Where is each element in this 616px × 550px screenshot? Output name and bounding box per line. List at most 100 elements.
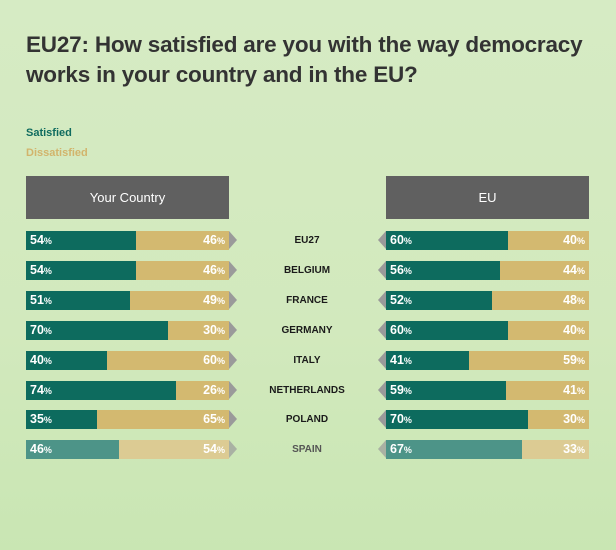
value-label-dissatisfied: 48%	[563, 292, 585, 307]
value-label-dissatisfied: 40%	[563, 233, 585, 247]
category-label-spain: SPAIN	[292, 444, 322, 456]
category-label-france: FRANCE	[286, 294, 328, 306]
bar-segment-dissatisfied: 40%	[507, 320, 589, 340]
bar-your-country-netherlands: 74% 26%	[26, 380, 229, 400]
arrow-right-icon	[229, 260, 237, 279]
category-label-eu27: EU27	[294, 235, 320, 246]
value-label-dissatisfied: 44%	[563, 262, 585, 277]
bar-segment-dissatisfied: 46%	[135, 260, 229, 280]
arrow-left-icon	[378, 380, 386, 399]
arrow-left-icon	[378, 350, 386, 369]
category-label-germany: GERMANY	[281, 324, 333, 336]
value-label-dissatisfied: 26%	[203, 382, 225, 397]
value-label-dissatisfied: 60%	[203, 352, 225, 367]
value-label-satisfied: 41%	[390, 352, 412, 367]
arrow-right-icon	[229, 231, 237, 249]
arrow-right-icon	[229, 320, 237, 339]
bar-segment-satisfied: 51%	[26, 290, 130, 310]
value-label-dissatisfied: 49%	[203, 292, 225, 307]
value-label-dissatisfied: 41%	[563, 382, 585, 397]
bar-segment-satisfied: 56%	[386, 260, 500, 280]
value-label-satisfied: 67%	[390, 442, 412, 457]
bar-eu-poland: 70% 30%	[386, 410, 589, 430]
bar-segment-dissatisfied: 26%	[176, 380, 229, 400]
bar-segment-satisfied: 46%	[26, 440, 120, 460]
bar-segment-satisfied: 52%	[386, 290, 492, 310]
bar-segment-dissatisfied: 48%	[491, 290, 589, 310]
value-label-satisfied: 56%	[390, 262, 412, 277]
value-label-dissatisfied: 46%	[203, 262, 225, 277]
arrow-right-icon	[229, 290, 237, 309]
arrow-right-icon	[229, 440, 237, 459]
legend-satisfied: Satisfied	[26, 127, 72, 139]
value-label-dissatisfied: 59%	[563, 352, 585, 367]
panel-header-eu: EU	[386, 176, 589, 219]
bar-eu-spain: 67% 33%	[386, 440, 589, 460]
value-label-satisfied: 46%	[30, 442, 52, 457]
value-label-dissatisfied: 46%	[203, 233, 225, 247]
bar-segment-satisfied: 54%	[26, 231, 136, 250]
bar-your-country-france: 51% 49%	[26, 290, 229, 310]
value-label-satisfied: 51%	[30, 292, 52, 307]
bar-segment-dissatisfied: 44%	[499, 260, 589, 280]
bar-segment-dissatisfied: 41%	[505, 380, 589, 400]
bar-eu-italy: 41% 59%	[386, 350, 589, 370]
bar-segment-satisfied: 41%	[386, 350, 470, 370]
bar-segment-dissatisfied: 54%	[119, 440, 229, 460]
bar-segment-dissatisfied: 40%	[507, 231, 589, 250]
bar-segment-dissatisfied: 65%	[97, 410, 229, 430]
category-label-italy: ITALY	[293, 354, 321, 366]
value-label-satisfied: 60%	[390, 233, 412, 247]
bar-segment-dissatisfied: 30%	[168, 320, 229, 340]
bar-eu-netherlands: 59% 41%	[386, 380, 589, 400]
arrow-right-icon	[229, 380, 237, 399]
value-label-satisfied: 60%	[390, 322, 412, 337]
value-label-dissatisfied: 30%	[203, 322, 225, 337]
bar-your-country-germany: 70% 30%	[26, 320, 229, 340]
bar-your-country-poland: 35% 65%	[26, 410, 229, 430]
bar-eu-belgium: 56% 44%	[386, 260, 589, 280]
bar-your-country-belgium: 54% 46%	[26, 260, 229, 280]
value-label-satisfied: 74%	[30, 382, 52, 397]
value-label-dissatisfied: 33%	[563, 442, 585, 457]
bar-segment-satisfied: 70%	[26, 320, 169, 340]
value-label-satisfied: 54%	[30, 262, 52, 277]
legend-dissatisfied: Dissatisfied	[26, 147, 88, 159]
arrow-left-icon	[378, 260, 386, 279]
bar-segment-dissatisfied: 33%	[522, 440, 589, 460]
bar-segment-satisfied: 40%	[26, 350, 108, 370]
bar-your-country-italy: 40% 60%	[26, 350, 229, 370]
panel-header-your-country: Your Country	[26, 176, 229, 219]
bar-eu-eu27: 60% 40%	[386, 231, 589, 250]
value-label-satisfied: 70%	[390, 412, 412, 427]
bar-segment-dissatisfied: 30%	[528, 410, 589, 430]
arrow-left-icon	[378, 440, 386, 459]
value-label-dissatisfied: 30%	[563, 412, 585, 427]
arrow-left-icon	[378, 410, 386, 429]
value-label-dissatisfied: 54%	[203, 442, 225, 457]
bar-your-country-eu27: 54% 46%	[26, 231, 229, 250]
chart-title: EU27: How satisfied are you with the way…	[26, 32, 583, 87]
bar-segment-satisfied: 60%	[386, 231, 508, 250]
value-label-satisfied: 35%	[30, 412, 52, 427]
bar-segment-dissatisfied: 46%	[135, 231, 229, 250]
arrow-left-icon	[378, 290, 386, 309]
bar-segment-dissatisfied: 49%	[129, 290, 229, 310]
bar-your-country-spain: 46% 54%	[26, 440, 229, 460]
value-label-satisfied: 40%	[30, 352, 52, 367]
bar-segment-satisfied: 67%	[386, 440, 522, 460]
bar-segment-satisfied: 35%	[26, 410, 98, 430]
value-label-dissatisfied: 40%	[563, 322, 585, 337]
arrow-left-icon	[378, 231, 386, 249]
bar-segment-satisfied: 70%	[386, 410, 529, 430]
bar-segment-dissatisfied: 60%	[107, 350, 229, 370]
value-label-satisfied: 59%	[390, 382, 412, 397]
bar-segment-satisfied: 74%	[26, 380, 177, 400]
arrow-left-icon	[378, 320, 386, 339]
bar-segment-satisfied: 60%	[386, 320, 508, 340]
arrow-right-icon	[229, 410, 237, 429]
category-label-belgium: BELGIUM	[283, 264, 331, 276]
value-label-satisfied: 54%	[30, 233, 52, 247]
bar-eu-germany: 60% 40%	[386, 320, 589, 340]
value-label-satisfied: 52%	[390, 292, 412, 307]
